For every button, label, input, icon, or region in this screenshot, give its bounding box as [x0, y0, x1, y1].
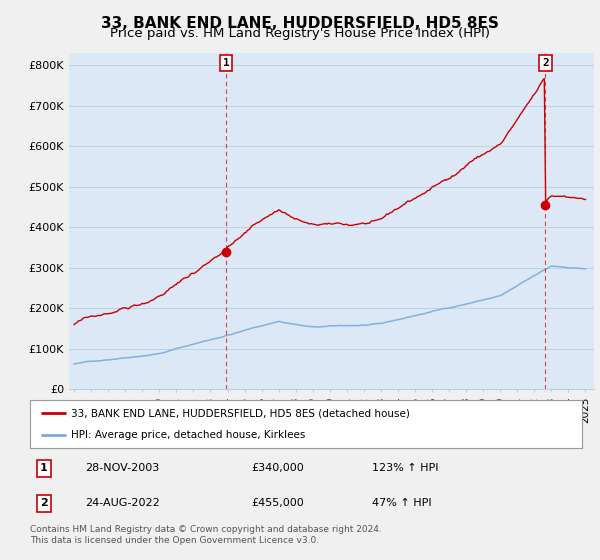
- Text: 2: 2: [542, 58, 549, 68]
- Text: 33, BANK END LANE, HUDDERSFIELD, HD5 8ES: 33, BANK END LANE, HUDDERSFIELD, HD5 8ES: [101, 16, 499, 31]
- Text: £455,000: £455,000: [251, 498, 304, 508]
- Text: 1: 1: [223, 58, 229, 68]
- Text: 123% ↑ HPI: 123% ↑ HPI: [372, 464, 439, 473]
- Text: 1: 1: [40, 464, 47, 473]
- Text: Contains HM Land Registry data © Crown copyright and database right 2024.
This d: Contains HM Land Registry data © Crown c…: [30, 525, 382, 545]
- Text: 2: 2: [40, 498, 47, 508]
- Text: 24-AUG-2022: 24-AUG-2022: [85, 498, 160, 508]
- Text: 28-NOV-2003: 28-NOV-2003: [85, 464, 160, 473]
- Text: £340,000: £340,000: [251, 464, 304, 473]
- Text: Price paid vs. HM Land Registry's House Price Index (HPI): Price paid vs. HM Land Registry's House …: [110, 27, 490, 40]
- Text: HPI: Average price, detached house, Kirklees: HPI: Average price, detached house, Kirk…: [71, 430, 306, 440]
- Text: 33, BANK END LANE, HUDDERSFIELD, HD5 8ES (detached house): 33, BANK END LANE, HUDDERSFIELD, HD5 8ES…: [71, 408, 410, 418]
- Text: 47% ↑ HPI: 47% ↑ HPI: [372, 498, 432, 508]
